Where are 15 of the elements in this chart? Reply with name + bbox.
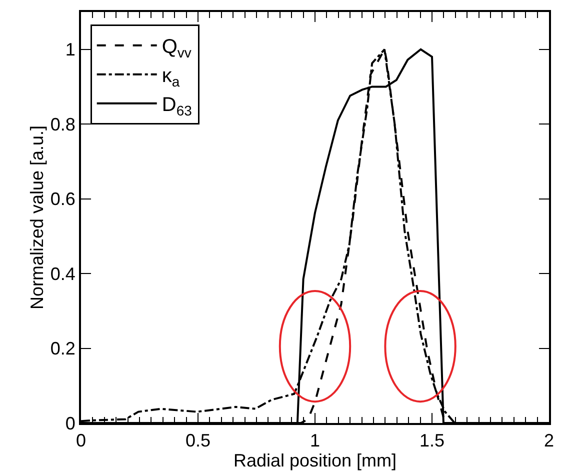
- y-tick-label: 0: [65, 413, 76, 434]
- legend-label: Q$_{vv}$: [162, 36, 192, 60]
- y-tick-label: 0.6: [50, 189, 76, 210]
- y-tick-label: 0.4: [50, 264, 76, 284]
- y-tick-label: 1: [65, 40, 76, 60]
- x-tick-label: 1: [310, 430, 320, 451]
- x-axis-title: Radial position [mm]: [233, 450, 397, 471]
- x-tick-label: 2: [544, 430, 554, 451]
- x-tick-label: 1.5: [419, 430, 445, 451]
- legend-label: D$_{63}$: [162, 94, 192, 118]
- legend-label: κ$_{a}$: [162, 65, 180, 90]
- y-tick-label: 0.2: [50, 338, 76, 359]
- y-tick-label: 0.8: [50, 114, 76, 134]
- x-tick-label: 0.5: [185, 430, 211, 451]
- y-axis-title: Normalized value [a.u.]: [27, 125, 48, 310]
